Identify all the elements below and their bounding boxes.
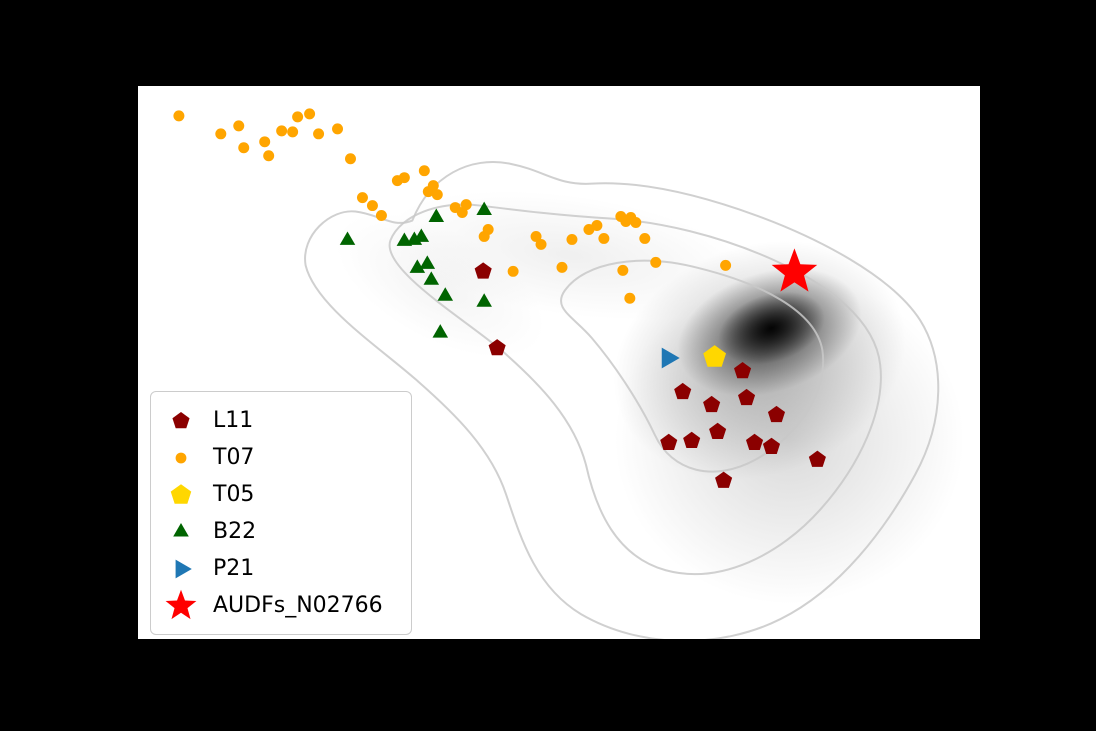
data-point-P21 <box>661 347 680 369</box>
data-point-T07 <box>598 232 610 244</box>
plot-area: L11 T07 T05 B22 P21 AUDFs_N02766 <box>137 85 981 640</box>
data-point-B22 <box>476 293 492 307</box>
data-point-AUDFs_N02766 <box>771 248 818 292</box>
data-point-T07 <box>418 165 430 177</box>
data-point-B22 <box>413 228 430 242</box>
data-point-T07 <box>639 232 651 244</box>
data-point-T07 <box>173 110 185 122</box>
data-point-T07 <box>720 259 732 271</box>
data-point-L11 <box>734 362 752 379</box>
data-point-T07 <box>398 172 410 184</box>
series-L11 <box>474 262 826 488</box>
legend-label: T05 <box>213 481 255 507</box>
series-T07 <box>173 108 732 304</box>
data-point-T07 <box>366 200 378 212</box>
data-point-T07 <box>263 150 275 162</box>
data-point-L11 <box>674 382 692 400</box>
data-point-T05 <box>703 345 727 367</box>
data-point-L11 <box>683 431 701 448</box>
data-point-T07 <box>650 256 662 268</box>
data-point-L11 <box>488 339 506 356</box>
data-point-T07 <box>276 125 288 137</box>
data-point-T07 <box>630 217 642 228</box>
data-point-T07 <box>482 224 494 235</box>
legend-label: B22 <box>213 518 257 544</box>
data-point-T07 <box>431 189 443 201</box>
data-point-T07 <box>313 128 325 140</box>
data-point-B22 <box>428 208 445 223</box>
data-point-L11 <box>738 388 756 406</box>
density-contour <box>388 203 882 575</box>
legend-items: L11 T07 T05 B22 P21 AUDFs_N02766 <box>161 402 383 624</box>
legend-label: AUDFs_N02766 <box>213 592 383 618</box>
data-point-T07 <box>507 265 519 277</box>
data-point-T07 <box>566 233 578 245</box>
data-point-B22 <box>339 231 356 245</box>
density-contour <box>304 161 940 639</box>
data-point-T07 <box>617 264 629 276</box>
legend-label: L11 <box>213 407 254 433</box>
data-point-B22 <box>432 324 449 338</box>
density-contour <box>559 259 825 473</box>
triangle-up-marker-icon <box>161 514 201 550</box>
data-point-T07 <box>591 220 603 231</box>
data-point-B22 <box>423 271 440 285</box>
circle-marker-icon <box>161 440 201 476</box>
data-point-L11 <box>808 450 826 467</box>
data-point-T07 <box>375 210 387 222</box>
data-point-T07 <box>238 142 250 154</box>
data-point-L11 <box>767 405 786 423</box>
legend-label: T07 <box>213 444 255 470</box>
data-point-L11 <box>703 395 721 413</box>
data-point-B22 <box>409 259 426 273</box>
data-point-B22 <box>419 255 436 269</box>
data-point-T07 <box>215 128 227 140</box>
data-point-T07 <box>530 230 542 242</box>
data-point-T07 <box>287 126 299 138</box>
series-B22 <box>339 201 492 338</box>
legend-item-T05: T05 <box>161 476 383 513</box>
data-point-T07 <box>460 199 472 211</box>
legend-item-AUDFs_N02766: AUDFs_N02766 <box>161 587 383 624</box>
data-point-T07 <box>427 180 439 192</box>
data-point-T07 <box>624 292 636 304</box>
data-point-L11 <box>762 437 781 454</box>
data-point-T07 <box>356 192 368 204</box>
data-point-B22 <box>437 287 454 301</box>
data-point-L11 <box>745 433 764 450</box>
data-point-T07 <box>556 261 568 273</box>
series-T05 <box>703 345 727 367</box>
data-point-T07 <box>233 120 245 132</box>
legend-item-L11: L11 <box>161 402 383 439</box>
legend-item-P21: P21 <box>161 550 383 587</box>
legend: L11 T07 T05 B22 P21 AUDFs_N02766 <box>150 391 412 635</box>
data-point-T07 <box>304 108 316 120</box>
pentagon-marker-icon <box>161 477 201 513</box>
data-point-T07 <box>332 123 344 135</box>
plot-svg <box>173 108 965 639</box>
density-blob <box>718 291 825 365</box>
data-point-L11 <box>709 422 727 440</box>
density-blob <box>335 212 545 358</box>
legend-item-T07: T07 <box>161 439 383 476</box>
data-point-L11 <box>660 433 678 450</box>
data-point-L11 <box>715 471 733 488</box>
pentagon-marker-icon <box>161 403 201 439</box>
data-point-T07 <box>259 136 271 148</box>
series-AUDFs_N02766 <box>771 248 818 292</box>
legend-item-B22: B22 <box>161 513 383 550</box>
data-point-T07 <box>345 153 356 165</box>
triangle-right-marker-icon <box>161 551 201 587</box>
series-P21 <box>661 347 680 369</box>
data-point-T07 <box>292 111 304 123</box>
data-point-B22 <box>476 201 492 216</box>
data-point-L11 <box>474 262 492 279</box>
legend-label: P21 <box>213 555 255 581</box>
star-marker-icon <box>161 588 201 624</box>
data-point-T07 <box>535 238 547 250</box>
